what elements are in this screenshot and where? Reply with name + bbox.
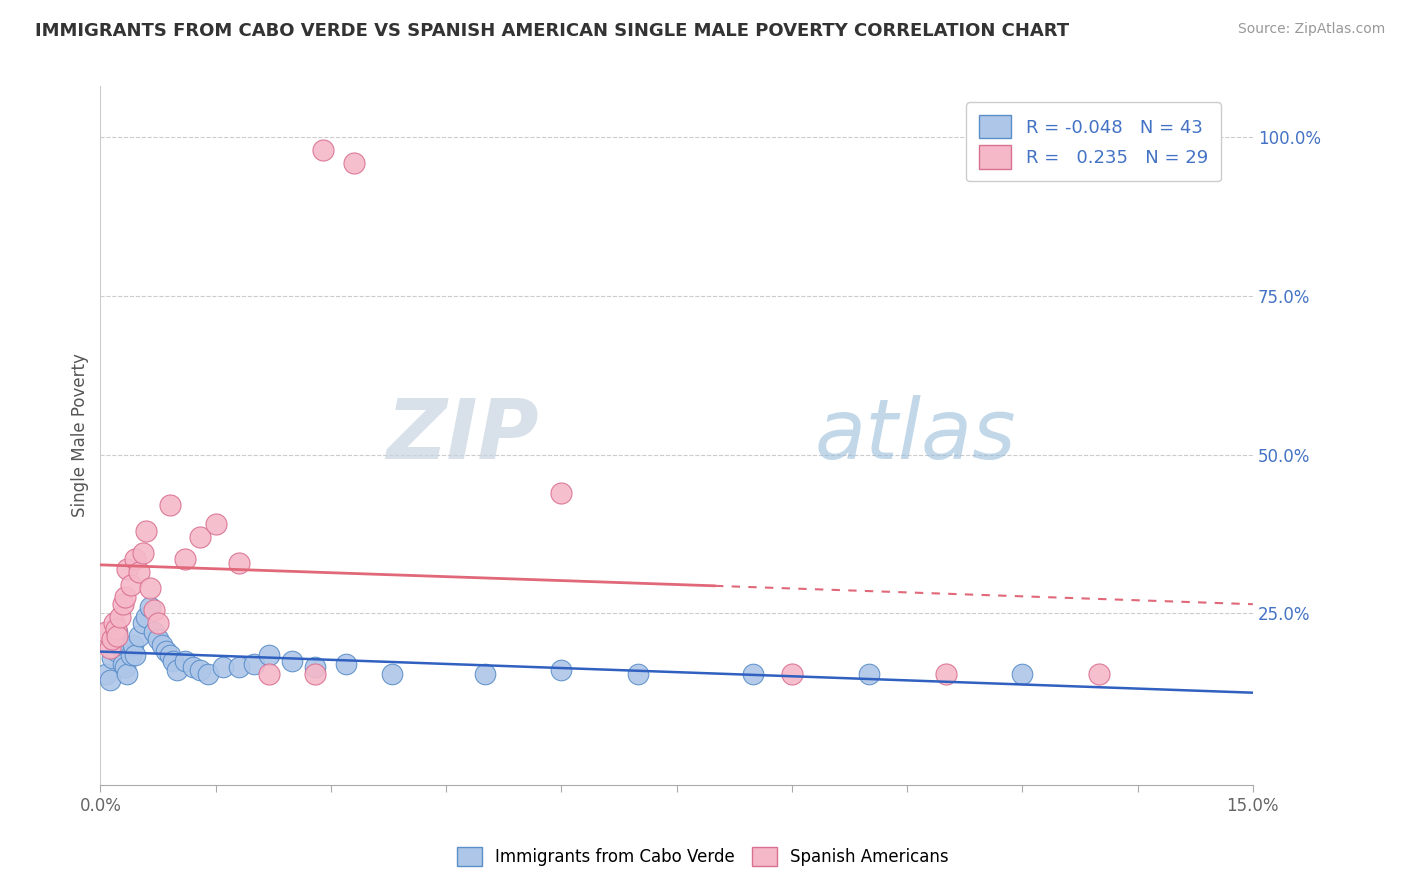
- Point: [627, 666, 650, 681]
- Point: [120, 578, 142, 592]
- Point: [114, 591, 136, 605]
- Point: [105, 629, 128, 643]
- Point: [112, 657, 135, 672]
- Point: [111, 641, 134, 656]
- Point: [98, 673, 121, 687]
- Text: Source: ZipAtlas.com: Source: ZipAtlas.com: [1237, 22, 1385, 37]
- Point: [1088, 666, 1111, 681]
- Point: [143, 603, 166, 617]
- Legend: Immigrants from Cabo Verde, Spanish Americans: Immigrants from Cabo Verde, Spanish Amer…: [449, 838, 957, 875]
- Point: [115, 666, 138, 681]
- Point: [135, 524, 157, 538]
- Point: [335, 657, 357, 672]
- Point: [104, 644, 127, 658]
- Point: [114, 660, 136, 674]
- Point: [188, 530, 211, 544]
- Point: [139, 599, 162, 614]
- Point: [146, 615, 169, 630]
- Point: [143, 625, 166, 640]
- Point: [181, 660, 204, 674]
- Point: [135, 609, 157, 624]
- Point: [259, 648, 281, 662]
- Point: [103, 615, 125, 630]
- Point: [150, 638, 173, 652]
- Legend: R = -0.048   N = 43, R =   0.235   N = 29: R = -0.048 N = 43, R = 0.235 N = 29: [966, 103, 1220, 181]
- Point: [128, 565, 150, 579]
- Point: [304, 660, 326, 674]
- Point: [259, 666, 281, 681]
- Point: [166, 664, 188, 678]
- Point: [146, 632, 169, 646]
- Text: IMMIGRANTS FROM CABO VERDE VS SPANISH AMERICAN SINGLE MALE POVERTY CORRELATION C: IMMIGRANTS FROM CABO VERDE VS SPANISH AM…: [35, 22, 1070, 40]
- Point: [124, 552, 146, 566]
- Point: [858, 666, 880, 681]
- Point: [121, 638, 143, 652]
- Point: [103, 632, 125, 646]
- Point: [1011, 666, 1033, 681]
- Point: [96, 625, 118, 640]
- Point: [304, 666, 326, 681]
- Point: [124, 648, 146, 662]
- Point: [742, 666, 765, 681]
- Point: [173, 552, 195, 566]
- Point: [204, 517, 226, 532]
- Point: [131, 615, 153, 630]
- Text: atlas: atlas: [815, 395, 1017, 476]
- Point: [780, 666, 803, 681]
- Point: [159, 648, 181, 662]
- Point: [312, 143, 335, 157]
- Point: [101, 632, 124, 646]
- Point: [243, 657, 266, 672]
- Point: [550, 485, 572, 500]
- Y-axis label: Single Male Poverty: Single Male Poverty: [72, 353, 89, 517]
- Point: [281, 654, 304, 668]
- Point: [105, 625, 128, 640]
- Point: [115, 562, 138, 576]
- Point: [188, 664, 211, 678]
- Point: [197, 666, 219, 681]
- Point: [128, 629, 150, 643]
- Point: [98, 641, 121, 656]
- Point: [934, 666, 956, 681]
- Point: [155, 644, 177, 658]
- Point: [159, 499, 181, 513]
- Text: ZIP: ZIP: [385, 395, 538, 476]
- Point: [139, 581, 162, 595]
- Point: [120, 648, 142, 662]
- Point: [131, 546, 153, 560]
- Point: [101, 650, 124, 665]
- Point: [474, 666, 496, 681]
- Point: [104, 622, 127, 636]
- Point: [173, 654, 195, 668]
- Point: [108, 638, 131, 652]
- Point: [212, 660, 235, 674]
- Point: [96, 666, 118, 681]
- Point: [108, 609, 131, 624]
- Point: [112, 597, 135, 611]
- Point: [343, 155, 366, 169]
- Point: [162, 654, 184, 668]
- Point: [228, 660, 250, 674]
- Point: [550, 664, 572, 678]
- Point: [381, 666, 404, 681]
- Point: [228, 556, 250, 570]
